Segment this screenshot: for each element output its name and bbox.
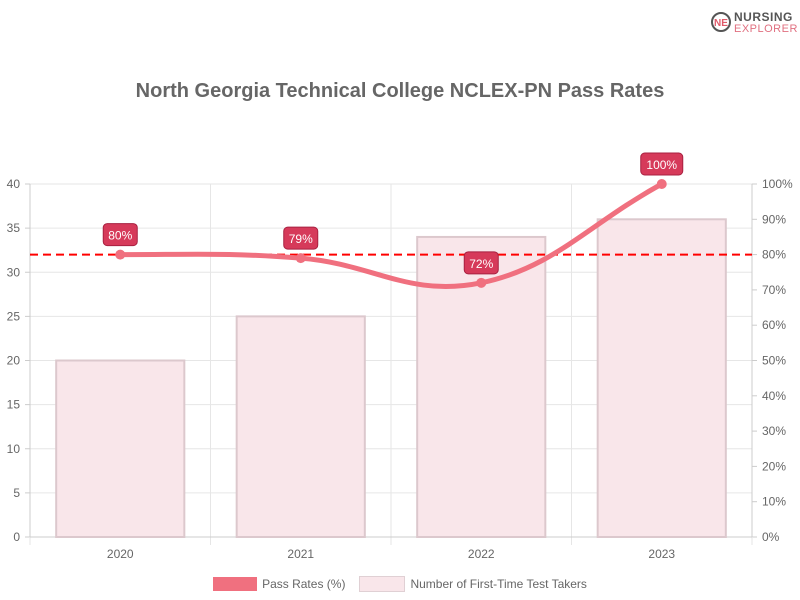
y-tick-label: 0 xyxy=(13,530,20,544)
pass-rate-line xyxy=(120,181,663,289)
data-label: 79% xyxy=(289,232,313,246)
data-label-bg xyxy=(102,223,138,247)
data-label: 100% xyxy=(646,158,677,172)
legend-swatch xyxy=(213,577,258,591)
y2-tick-label: 10% xyxy=(762,495,786,509)
y-tick-label: 40 xyxy=(7,177,21,191)
data-point xyxy=(295,253,306,264)
y2-tick-label: 90% xyxy=(762,212,786,226)
svg-text:NE: NE xyxy=(714,18,728,29)
data-label-bg xyxy=(463,251,499,275)
y-tick-label: 25 xyxy=(7,309,21,323)
y2-tick-label: 60% xyxy=(762,318,786,332)
y2-tick-label: 30% xyxy=(762,424,786,438)
data-point xyxy=(656,179,667,189)
data-label-bg xyxy=(640,152,684,176)
logo-text-1: NURSING xyxy=(734,10,793,24)
x-tick-label: 2023 xyxy=(648,547,675,561)
bar xyxy=(55,359,186,538)
legend-item-pass-rates[interactable]: Pass Rates (%) xyxy=(213,576,345,592)
data-point xyxy=(476,277,487,288)
y2-tick-label: 50% xyxy=(762,354,786,368)
x-tick-label: 2020 xyxy=(107,547,134,561)
bar xyxy=(596,218,727,539)
logo: NE NURSING EXPLORER xyxy=(710,8,798,36)
legend-label: Pass Rates (%) xyxy=(262,577,346,591)
x-tick-label: 2021 xyxy=(287,547,314,561)
bar xyxy=(235,315,366,538)
data-label: 80% xyxy=(108,229,132,243)
y-tick-label: 20 xyxy=(7,354,21,368)
y2-tick-label: 70% xyxy=(762,283,786,297)
y2-tick-label: 40% xyxy=(762,389,786,403)
y-tick-label: 35 xyxy=(7,221,21,235)
y2-tick-label: 100% xyxy=(762,177,793,191)
legend: Pass Rates (%) Number of First-Time Test… xyxy=(0,576,800,592)
y-tick-label: 5 xyxy=(13,486,20,500)
y-tick-label: 30 xyxy=(7,265,21,279)
data-label: 72% xyxy=(469,257,493,271)
legend-item-test-takers[interactable]: Number of First-Time Test Takers xyxy=(359,576,587,592)
legend-swatch xyxy=(359,576,406,592)
chart-title: North Georgia Technical College NCLEX-PN… xyxy=(135,80,665,102)
logo-icon: NE xyxy=(711,12,731,32)
data-label-bg xyxy=(283,226,319,250)
logo-text-2: EXPLORER xyxy=(734,23,798,35)
legend-label: Number of First-Time Test Takers xyxy=(410,577,587,591)
y2-tick-label: 80% xyxy=(762,248,786,262)
y-tick-label: 10 xyxy=(7,442,21,456)
x-tick-label: 2022 xyxy=(468,547,495,561)
y2-tick-label: 20% xyxy=(762,459,786,473)
data-point xyxy=(115,249,126,260)
y-tick-label: 15 xyxy=(7,398,21,412)
y2-tick-label: 0% xyxy=(762,530,780,544)
